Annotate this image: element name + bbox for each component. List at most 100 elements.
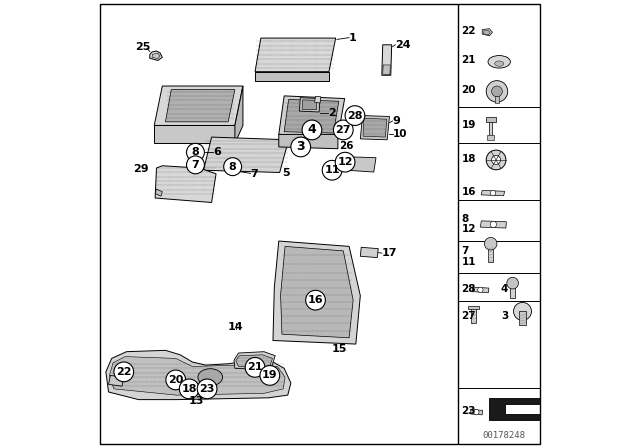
Text: 15: 15 [332, 344, 348, 353]
Polygon shape [106, 350, 291, 400]
Text: 18: 18 [181, 384, 197, 394]
Ellipse shape [488, 56, 511, 68]
Circle shape [492, 86, 502, 97]
Polygon shape [235, 86, 243, 143]
Polygon shape [284, 99, 339, 133]
Text: 24: 24 [396, 40, 411, 50]
Circle shape [186, 143, 204, 161]
Text: 10: 10 [392, 129, 407, 139]
Bar [468, 306, 479, 309]
Polygon shape [481, 190, 504, 196]
Bar [488, 245, 493, 262]
Bar [510, 284, 515, 298]
Text: 1: 1 [349, 33, 357, 43]
Polygon shape [481, 221, 506, 228]
Text: 20: 20 [168, 375, 184, 385]
Polygon shape [154, 86, 243, 125]
Polygon shape [363, 118, 387, 137]
Text: 8: 8 [228, 162, 237, 172]
Polygon shape [152, 53, 160, 59]
Circle shape [490, 190, 495, 196]
Text: 00178248: 00178248 [482, 431, 525, 440]
Text: 16: 16 [461, 187, 476, 197]
Polygon shape [155, 166, 216, 202]
Text: 13: 13 [189, 396, 205, 406]
Polygon shape [383, 65, 390, 74]
Text: 20: 20 [461, 86, 476, 95]
Text: 8: 8 [191, 147, 199, 157]
Circle shape [345, 106, 365, 125]
Text: 9: 9 [392, 116, 401, 126]
Text: 22: 22 [461, 26, 476, 36]
Polygon shape [279, 134, 338, 149]
Text: 25: 25 [135, 43, 150, 52]
Bar [487, 135, 494, 140]
Polygon shape [300, 98, 320, 112]
Text: 27: 27 [461, 311, 476, 321]
Text: 11: 11 [461, 257, 476, 267]
Bar [495, 96, 499, 103]
Polygon shape [360, 247, 378, 258]
Circle shape [291, 137, 310, 157]
Text: 4: 4 [501, 284, 508, 294]
Circle shape [507, 277, 518, 289]
Text: 7: 7 [461, 246, 469, 256]
Text: 26: 26 [339, 142, 354, 151]
Polygon shape [109, 357, 285, 395]
Polygon shape [236, 355, 273, 368]
Text: 21: 21 [461, 56, 476, 65]
Polygon shape [302, 100, 317, 110]
Polygon shape [204, 137, 289, 172]
Polygon shape [109, 375, 124, 386]
Polygon shape [150, 51, 163, 60]
Polygon shape [347, 157, 376, 172]
Ellipse shape [198, 369, 223, 386]
Polygon shape [360, 116, 389, 140]
Circle shape [477, 287, 483, 293]
Circle shape [474, 409, 479, 415]
Text: 18: 18 [461, 154, 476, 164]
Text: 28: 28 [461, 284, 476, 294]
Polygon shape [279, 96, 345, 137]
Text: 28: 28 [347, 111, 363, 121]
Text: 5: 5 [282, 168, 289, 178]
Circle shape [333, 120, 353, 140]
Circle shape [490, 221, 497, 228]
Text: 11: 11 [324, 165, 340, 175]
Polygon shape [234, 352, 275, 370]
Bar [520, 311, 525, 325]
Text: 2: 2 [328, 108, 336, 118]
Polygon shape [470, 409, 483, 415]
Circle shape [186, 156, 204, 174]
Circle shape [492, 155, 500, 164]
Circle shape [179, 379, 199, 399]
Text: 19: 19 [262, 370, 278, 380]
Polygon shape [490, 398, 540, 420]
Text: 22: 22 [116, 367, 132, 377]
Text: 16: 16 [308, 295, 323, 305]
Polygon shape [165, 90, 235, 122]
Polygon shape [255, 72, 329, 81]
Text: 3: 3 [296, 140, 305, 154]
Text: 12: 12 [337, 157, 353, 167]
Circle shape [245, 358, 265, 377]
Polygon shape [155, 189, 163, 196]
Circle shape [166, 370, 186, 390]
Text: 12: 12 [461, 224, 476, 234]
Text: 19: 19 [461, 121, 476, 130]
Circle shape [114, 362, 134, 382]
Ellipse shape [495, 61, 504, 66]
Circle shape [197, 379, 217, 399]
Text: 23: 23 [200, 384, 215, 394]
Text: 29: 29 [132, 164, 148, 174]
Bar [472, 308, 476, 323]
Circle shape [224, 158, 242, 176]
Text: 27: 27 [335, 125, 351, 135]
Polygon shape [315, 96, 321, 103]
Circle shape [323, 160, 342, 180]
Circle shape [513, 302, 531, 320]
Bar [489, 121, 493, 137]
Polygon shape [484, 30, 490, 35]
Polygon shape [255, 38, 336, 72]
Polygon shape [154, 125, 235, 143]
